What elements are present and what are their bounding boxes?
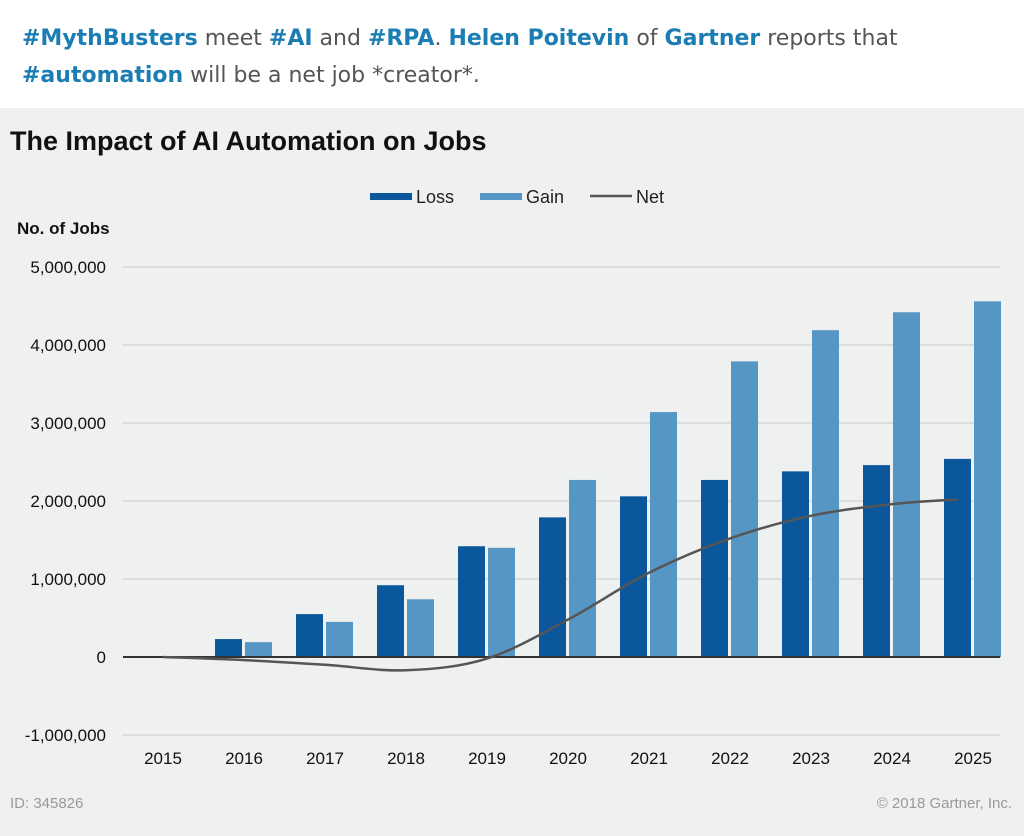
copyright: © 2018 Gartner, Inc. [877,795,1012,812]
post-text-segment: . [434,26,449,51]
legend-label: Loss [416,187,454,207]
legend-label: Net [636,187,664,207]
bar-loss [458,546,485,657]
bar-gain [731,361,758,657]
bar-loss [377,585,404,657]
x-tick-label: 2022 [711,749,749,768]
x-tick-label: 2018 [387,749,425,768]
y-tick-label: -1,000,000 [25,726,106,745]
bar-loss [944,458,971,657]
bar-gain [245,642,272,657]
post-text-segment: of [629,26,665,51]
chart-panel [0,108,1024,836]
bar-gain [407,599,434,657]
net-line [162,498,959,672]
post-link[interactable]: Helen Poitevin [448,26,630,51]
x-tick-label: 2023 [792,749,830,768]
bar-gain [650,412,677,657]
legend-label: Gain [526,187,564,207]
x-tick-label: 2020 [549,749,587,768]
x-tick-label: 2024 [873,749,911,768]
y-tick-label: 3,000,000 [30,414,106,433]
y-tick-label: 2,000,000 [30,492,106,511]
y-tick-label: 5,000,000 [30,258,106,277]
x-tick-label: 2019 [468,749,506,768]
post-link[interactable]: Gartner [664,26,761,51]
y-axis-label: No. of Jobs [17,219,110,238]
bar-gain [569,479,596,657]
post-text-segment: and [312,26,368,51]
chart-title: The Impact of AI Automation on Jobs [10,126,487,156]
legend-swatch-gain [480,193,522,200]
bar-loss [863,465,890,657]
bar-loss [782,471,809,657]
post-text-segment: will be a net job *creator*. [183,63,480,88]
legend-swatch-loss [370,193,412,200]
post-link[interactable]: #automation [22,63,184,88]
bar-gain [974,301,1001,657]
bar-loss [701,479,728,657]
x-tick-label: 2015 [144,749,182,768]
post-link[interactable]: #AI [268,26,313,51]
bar-gain [488,547,515,657]
post-text: #MythBusters meet #AI and #RPA. Helen Po… [22,20,1012,94]
y-tick-label: 4,000,000 [30,336,106,355]
x-tick-label: 2017 [306,749,344,768]
x-tick-label: 2016 [225,749,263,768]
bar-loss [296,614,323,657]
bar-gain [893,312,920,657]
y-tick-label: 0 [97,648,106,667]
x-tick-label: 2021 [630,749,668,768]
post-link[interactable]: #RPA [367,26,435,51]
chart-id: ID: 345826 [10,795,83,812]
x-tick-label: 2025 [954,749,992,768]
bar-loss [539,517,566,657]
bar-gain [326,621,353,657]
post-link[interactable]: #MythBusters [22,26,198,51]
post-text-segment: reports that [760,26,898,51]
bar-loss [215,639,242,657]
bar-gain [812,330,839,657]
post-text-segment: meet [197,26,269,51]
y-tick-label: 1,000,000 [30,570,106,589]
